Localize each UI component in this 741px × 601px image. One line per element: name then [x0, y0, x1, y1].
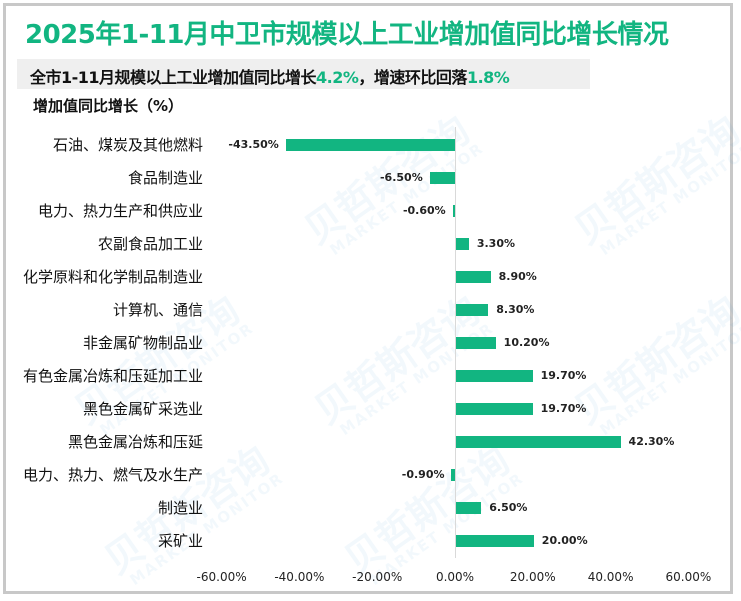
data-label: 19.70% — [540, 402, 587, 415]
bar[interactable] — [451, 469, 455, 481]
data-label: 10.20% — [503, 336, 550, 349]
x-tick-label: -60.00% — [196, 570, 247, 584]
x-tick-label: 0.00% — [435, 570, 475, 584]
category-label: 制造业 — [157, 499, 203, 517]
subtitle-middle: ，增速环比回落 — [358, 68, 467, 87]
bar[interactable] — [452, 205, 455, 217]
category-label: 黑色金属冶炼和压延 — [67, 433, 203, 451]
category-label: 采矿业 — [157, 532, 203, 550]
data-label: -6.50% — [379, 171, 423, 184]
category-label: 石油、煤炭及其他燃料 — [52, 136, 203, 154]
bar[interactable] — [456, 502, 482, 514]
bar[interactable] — [429, 172, 455, 184]
x-tick-label: 40.00% — [587, 570, 634, 584]
bar[interactable] — [456, 271, 491, 283]
subtitle-growth-value: 4.2% — [316, 68, 359, 87]
bar[interactable] — [456, 337, 496, 349]
subtitle-drop-value: 1.8% — [466, 68, 510, 87]
data-label: 8.90% — [498, 270, 537, 283]
bar[interactable] — [456, 370, 533, 382]
category-label: 农副食品加工业 — [97, 235, 203, 253]
data-label: 42.30% — [628, 435, 675, 448]
data-label: 3.30% — [476, 237, 515, 250]
category-label: 非金属矿物制品业 — [82, 334, 203, 352]
x-tick-label: -40.00% — [274, 570, 325, 584]
chart-frame — [3, 3, 733, 594]
x-tick-label: 20.00% — [509, 570, 556, 584]
category-label: 食品制造业 — [127, 169, 203, 187]
data-label: -0.60% — [402, 204, 446, 217]
subtitle-box — [17, 59, 590, 89]
bar[interactable] — [456, 535, 534, 547]
subtitle-prefix: 全市1-11月规模以上工业增加值同比增长 — [30, 68, 317, 87]
chart-subtitle: 全市1-11月规模以上工业增加值同比增长4.2%，增速环比回落1.8% — [30, 64, 510, 88]
y-axis-label: 增加值同比增长（%） — [33, 97, 184, 115]
category-label: 化学原料和化学制品制造业 — [22, 268, 203, 286]
category-label: 计算机、通信 — [112, 301, 203, 319]
bar[interactable] — [456, 403, 533, 415]
chart-title: 2025年1-11月中卫市规模以上工业增加值同比增长情况 — [25, 20, 669, 50]
category-label: 有色金属冶炼和压延加工业 — [22, 367, 203, 385]
data-label: 19.70% — [540, 369, 587, 382]
data-label: -0.90% — [401, 468, 445, 481]
bar[interactable] — [456, 436, 621, 448]
data-label: 8.30% — [496, 303, 535, 316]
category-label: 黑色金属矿采选业 — [82, 400, 203, 418]
data-label: -43.50% — [228, 138, 279, 151]
bar[interactable] — [285, 139, 455, 151]
x-tick-label: 60.00% — [665, 570, 712, 584]
category-label: 电力、热力生产和供应业 — [37, 202, 203, 220]
zero-axis-line — [455, 127, 456, 558]
data-label: 20.00% — [541, 534, 588, 547]
x-tick-label: -20.00% — [352, 570, 403, 584]
data-label: 6.50% — [489, 501, 528, 514]
bar[interactable] — [456, 304, 489, 316]
category-label: 电力、热力、燃气及水生产 — [22, 466, 203, 484]
bar[interactable] — [456, 238, 469, 250]
